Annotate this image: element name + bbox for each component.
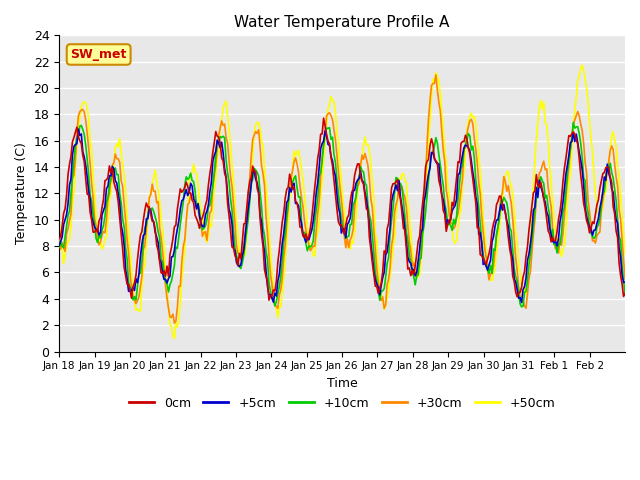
- Line: 0cm: 0cm: [59, 118, 625, 300]
- +50cm: [92, 211, 100, 217]
- 0cm: [320, 115, 328, 121]
- X-axis label: Time: Time: [326, 377, 358, 390]
- +10cm: [74, 133, 82, 139]
- +5cm: [55, 243, 63, 249]
- +50cm: [55, 216, 63, 222]
- +30cm: [92, 223, 100, 228]
- +30cm: [432, 72, 440, 78]
- Line: +10cm: +10cm: [59, 122, 625, 307]
- +50cm: [74, 124, 82, 130]
- +5cm: [76, 132, 84, 138]
- +30cm: [620, 255, 627, 261]
- Title: Water Temperature Profile A: Water Temperature Profile A: [234, 15, 450, 30]
- +50cm: [621, 252, 629, 257]
- +50cm: [579, 62, 586, 68]
- +30cm: [546, 194, 554, 200]
- +10cm: [346, 221, 354, 227]
- +5cm: [620, 279, 627, 285]
- +30cm: [348, 234, 355, 240]
- +10cm: [620, 276, 627, 282]
- +5cm: [546, 225, 554, 231]
- +30cm: [621, 276, 629, 281]
- 0cm: [92, 227, 100, 232]
- +50cm: [545, 137, 552, 143]
- 0cm: [620, 294, 627, 300]
- +5cm: [348, 203, 355, 209]
- +10cm: [621, 292, 629, 298]
- +10cm: [518, 304, 525, 310]
- 0cm: [265, 297, 273, 303]
- Line: +50cm: +50cm: [59, 65, 625, 338]
- +30cm: [461, 145, 469, 151]
- +50cm: [170, 336, 178, 341]
- +30cm: [170, 320, 178, 326]
- +5cm: [621, 279, 629, 285]
- Line: +30cm: +30cm: [59, 75, 625, 323]
- +50cm: [460, 169, 468, 175]
- Legend: 0cm, +5cm, +10cm, +30cm, +50cm: 0cm, +5cm, +10cm, +30cm, +50cm: [124, 392, 561, 415]
- +5cm: [74, 126, 82, 132]
- +10cm: [570, 120, 577, 125]
- +10cm: [92, 236, 100, 241]
- +5cm: [518, 300, 525, 305]
- 0cm: [349, 186, 357, 192]
- +10cm: [459, 162, 467, 168]
- 0cm: [461, 132, 469, 138]
- 0cm: [55, 236, 63, 241]
- 0cm: [621, 290, 629, 296]
- +50cm: [620, 230, 627, 236]
- +30cm: [55, 235, 63, 241]
- +10cm: [55, 244, 63, 250]
- Y-axis label: Temperature (C): Temperature (C): [15, 143, 28, 244]
- Line: +5cm: +5cm: [59, 129, 625, 302]
- +10cm: [545, 204, 552, 210]
- +5cm: [460, 145, 468, 151]
- +5cm: [93, 227, 101, 232]
- 0cm: [546, 231, 554, 237]
- +30cm: [74, 113, 82, 119]
- Text: SW_met: SW_met: [70, 48, 127, 61]
- +50cm: [348, 239, 355, 244]
- 0cm: [74, 134, 82, 140]
